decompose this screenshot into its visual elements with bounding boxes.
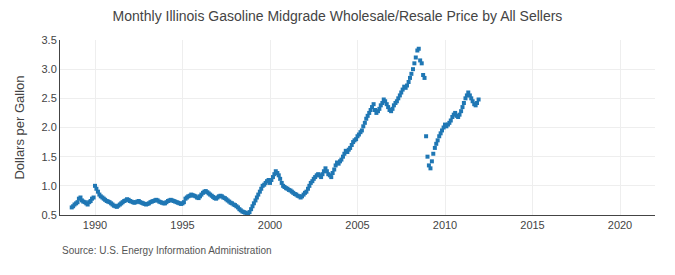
svg-text:2020: 2020 (608, 219, 632, 231)
svg-text:0.5: 0.5 (42, 209, 57, 221)
svg-text:2005: 2005 (345, 219, 369, 231)
svg-text:3.0: 3.0 (42, 63, 57, 75)
svg-text:1.0: 1.0 (42, 180, 57, 192)
svg-text:2015: 2015 (520, 219, 544, 231)
svg-text:3.5: 3.5 (42, 34, 57, 46)
svg-text:2.5: 2.5 (42, 92, 57, 104)
svg-text:Source: U.S. Energy Informatio: Source: U.S. Energy Information Administ… (62, 245, 272, 256)
svg-text:1990: 1990 (83, 219, 107, 231)
svg-text:2.0: 2.0 (42, 121, 57, 133)
svg-text:Monthly Illinois Gasoline Midg: Monthly Illinois Gasoline Midgrade Whole… (113, 8, 563, 24)
svg-text:2000: 2000 (258, 219, 282, 231)
svg-text:1995: 1995 (170, 219, 194, 231)
svg-text:2010: 2010 (433, 219, 457, 231)
svg-text:1.5: 1.5 (42, 151, 57, 163)
svg-text:Dollars per Gallon: Dollars per Gallon (12, 75, 27, 179)
